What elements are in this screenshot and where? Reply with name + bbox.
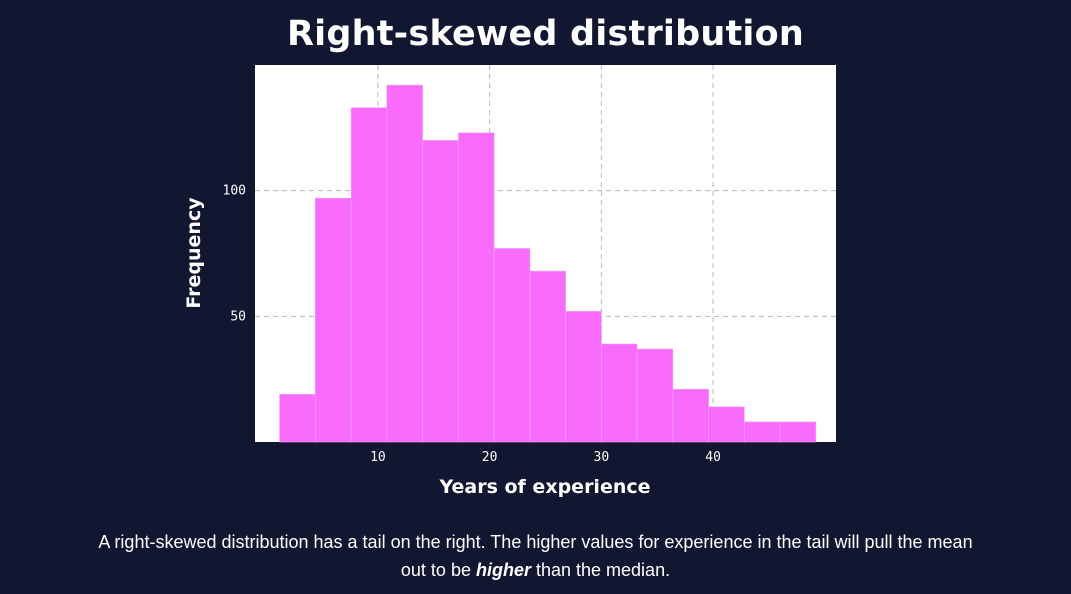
y-tick-label: 50 bbox=[230, 309, 246, 324]
histogram-bar bbox=[744, 421, 781, 443]
histogram-bar bbox=[779, 421, 817, 443]
histogram-bar bbox=[601, 343, 638, 443]
histogram-bar bbox=[422, 140, 459, 443]
caption-emphasis: higher bbox=[475, 560, 531, 580]
caption-text: A right-skewed distribution has a tail o… bbox=[98, 532, 973, 580]
histogram-bar bbox=[672, 388, 709, 443]
x-tick-label: 20 bbox=[482, 450, 498, 465]
histogram-bar bbox=[458, 132, 495, 443]
histogram-bar bbox=[636, 348, 674, 443]
caption-text-end: than the median. bbox=[530, 560, 671, 580]
histogram-bar bbox=[315, 197, 352, 443]
histogram-bar bbox=[529, 270, 566, 443]
histogram-bar bbox=[386, 84, 423, 443]
y-tick-label: 100 bbox=[223, 184, 246, 199]
histogram-bar bbox=[493, 248, 531, 443]
y-axis-label: Frequency bbox=[183, 197, 205, 309]
tick-labels: 10 20 30 40 50 100 bbox=[223, 184, 721, 465]
histogram-bar bbox=[565, 311, 602, 443]
x-tick-label: 40 bbox=[705, 450, 721, 465]
chart-title: Right-skewed distribution bbox=[287, 14, 804, 54]
histogram-chart: 10 20 30 40 50 100 Years of experience Freque… bbox=[183, 65, 836, 498]
x-tick-label: 10 bbox=[370, 450, 386, 465]
histogram-bar bbox=[708, 406, 745, 443]
x-tick-label: 30 bbox=[594, 450, 610, 465]
caption: A right-skewed distribution has a tail o… bbox=[90, 528, 981, 584]
bars bbox=[279, 84, 817, 443]
histogram-bar bbox=[279, 393, 316, 443]
x-axis-label: Years of experience bbox=[438, 476, 650, 498]
histogram-bar bbox=[350, 107, 388, 443]
